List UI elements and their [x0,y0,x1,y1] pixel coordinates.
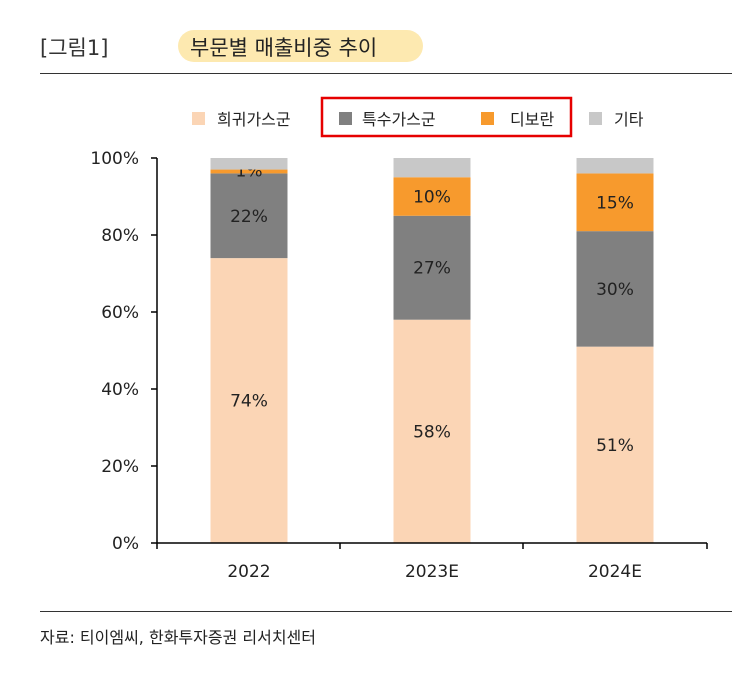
legend-swatch-1 [192,112,205,125]
bar-segment-0-1 [210,173,288,259]
x-tick-label-2: 2024E [588,562,642,582]
bar-segment-1-3 [393,158,471,178]
data-label-1-0: 58% [413,422,451,442]
bar-segment-2-2 [576,173,654,232]
bar-segment-0-3 [210,158,288,170]
data-label-1-1: 27% [413,259,451,279]
y-tick-label-4: 80% [101,226,139,246]
data-label-1-2: 10% [413,188,451,208]
bar-segment-1-1 [393,215,471,320]
title-highlight [178,30,423,62]
bar-segment-2-1 [576,231,654,347]
x-tick-label-0: 2022 [227,562,270,582]
legend-swatch-4 [589,112,602,125]
y-tick-label-1: 20% [101,457,139,477]
legend-label-3: 디보란 [510,110,554,129]
legend-label-2: 특수가스군 [362,110,436,129]
bar-segment-1-2 [393,177,471,216]
figure-title: 부문별 매출비중 추이 [190,36,378,60]
data-label-0-1: 22% [230,207,268,227]
y-tick-label-0: 0% [112,534,139,554]
legend-swatch-3 [481,112,494,125]
bar-segment-0-0 [210,258,288,543]
source-note: 자료: 티이엠씨, 한화투자증권 리서치센터 [40,628,316,647]
data-label-2-2: 15% [596,193,634,213]
x-tick-label-1: 2023E [405,562,459,582]
figure-number: [그림1] [40,36,109,60]
top-divider [40,73,732,74]
legend-swatch-2 [339,112,352,125]
y-tick-label-2: 40% [101,380,139,400]
bottom-divider [40,611,732,612]
legend-highlight-box [320,96,573,138]
y-tick-label-3: 60% [101,303,139,323]
bar-segment-0-2 [210,169,288,174]
data-label-2-1: 30% [596,280,634,300]
y-tick-label-5: 100% [90,149,139,169]
data-label-0-0: 74% [230,392,268,412]
bar-segment-2-3 [576,158,654,174]
bar-segment-2-0 [576,346,654,543]
data-label-2-0: 51% [596,436,634,456]
legend-label-1: 희귀가스군 [217,110,291,129]
legend-label-4: 기타 [614,110,644,129]
bar-segment-1-0 [393,319,471,543]
